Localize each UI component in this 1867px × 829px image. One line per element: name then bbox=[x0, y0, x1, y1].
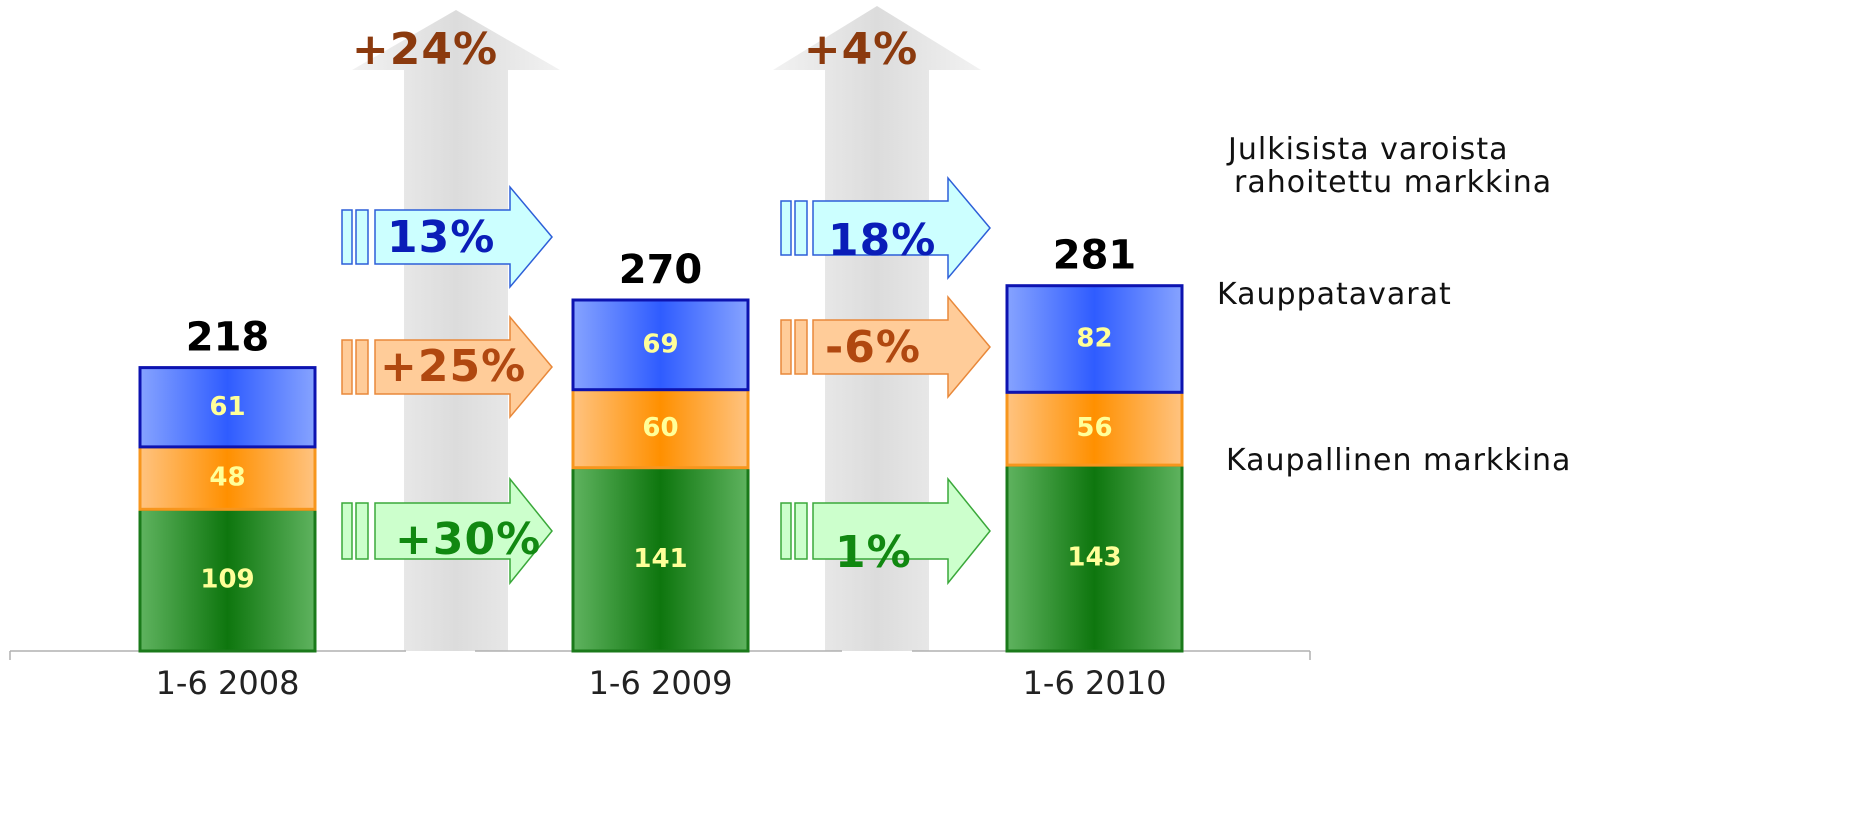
series-growth-arrow bbox=[374, 476, 553, 586]
series-growth-label: 13% bbox=[387, 212, 495, 263]
series-growth-layer: +30% +25% 13% 1% -6% 18% bbox=[341, 175, 991, 586]
category-label: 1-6 2009 bbox=[589, 664, 733, 702]
segment-value-label: 82 bbox=[1076, 324, 1112, 354]
series-growth-label: +30% bbox=[395, 514, 541, 565]
segment-value-label: 69 bbox=[642, 329, 678, 359]
bars-layer: 109 48 61 218 1-6 2008 141 60 69 270 1-6 2009 143 5… bbox=[138, 233, 1184, 702]
growth-arrow-stripe bbox=[780, 200, 792, 256]
growth-arrow-stripe bbox=[794, 319, 808, 375]
bar-segment bbox=[571, 388, 750, 470]
series-growth-label: 1% bbox=[835, 527, 912, 578]
growth-arrow-stripe bbox=[794, 200, 808, 256]
growth-arrow-stripe bbox=[780, 319, 792, 375]
growth-arrow-stripe bbox=[355, 209, 369, 265]
bar-segment bbox=[571, 466, 750, 653]
bar-segment bbox=[1005, 463, 1184, 653]
legend-entry-label: Kauppatavarat bbox=[1217, 277, 1452, 312]
bar-total-label: 270 bbox=[619, 247, 703, 293]
overall-growth-label: +24% bbox=[352, 24, 498, 75]
series-growth-arrow bbox=[374, 184, 553, 290]
series-growth-label: 18% bbox=[828, 215, 936, 266]
bar-segment bbox=[1005, 284, 1184, 394]
growth-arrow-stripe bbox=[355, 502, 369, 560]
bar-segment bbox=[138, 445, 317, 511]
bar-segment bbox=[138, 507, 317, 653]
growth-arrow-stripe bbox=[341, 502, 353, 560]
series-growth-label: +25% bbox=[380, 341, 526, 392]
segment-value-label: 143 bbox=[1067, 543, 1121, 573]
bar-segment bbox=[138, 366, 317, 449]
overall-growth-arrow bbox=[352, 10, 560, 651]
growth-arrow-stripe bbox=[355, 339, 369, 395]
growth-arrow-stripe bbox=[780, 502, 792, 560]
series-growth-arrow bbox=[812, 175, 991, 281]
bar-segment bbox=[571, 298, 750, 392]
segment-value-label: 141 bbox=[633, 544, 687, 574]
series-growth-arrow bbox=[812, 294, 991, 400]
legend: Kaupallinen markkina Kauppatavarat Julkisi… bbox=[1217, 132, 1571, 478]
growth-arrow-stripe bbox=[341, 209, 353, 265]
category-label: 1-6 2010 bbox=[1023, 664, 1167, 702]
overall-growth-label: +4% bbox=[804, 24, 919, 75]
category-label: 1-6 2008 bbox=[156, 664, 300, 702]
segment-value-label: 61 bbox=[209, 392, 245, 422]
segment-value-label: 60 bbox=[642, 413, 678, 443]
legend-entry-label: Kaupallinen markkina bbox=[1226, 443, 1571, 478]
legend-entry-label: rahoitettu markkina bbox=[1234, 165, 1552, 200]
segment-value-label: 109 bbox=[200, 565, 254, 595]
growth-arrow-stripe bbox=[794, 502, 808, 560]
series-growth-arrow bbox=[374, 314, 553, 420]
series-growth-label: -6% bbox=[825, 322, 921, 373]
bar-total-label: 281 bbox=[1053, 233, 1137, 279]
segment-value-label: 56 bbox=[1076, 413, 1112, 443]
bar-total-label: 218 bbox=[186, 315, 270, 361]
segment-value-label: 48 bbox=[209, 463, 245, 493]
series-growth-arrow bbox=[812, 476, 991, 586]
legend-entry-label: Julkisista varoista bbox=[1226, 132, 1508, 167]
growth-arrow-stripe bbox=[341, 339, 353, 395]
bar-segment bbox=[1005, 390, 1184, 467]
